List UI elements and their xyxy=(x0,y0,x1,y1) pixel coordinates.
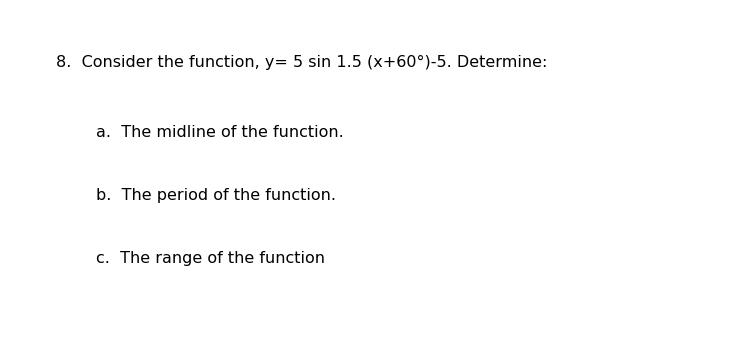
Text: 8.  Consider the function, y= 5 sin 1.5 (x+60°)-5. Determine:: 8. Consider the function, y= 5 sin 1.5 (… xyxy=(56,55,547,70)
Text: a.  The midline of the function.: a. The midline of the function. xyxy=(96,125,344,140)
Text: c.  The range of the function: c. The range of the function xyxy=(96,251,325,266)
Text: b.  The period of the function.: b. The period of the function. xyxy=(96,188,336,203)
